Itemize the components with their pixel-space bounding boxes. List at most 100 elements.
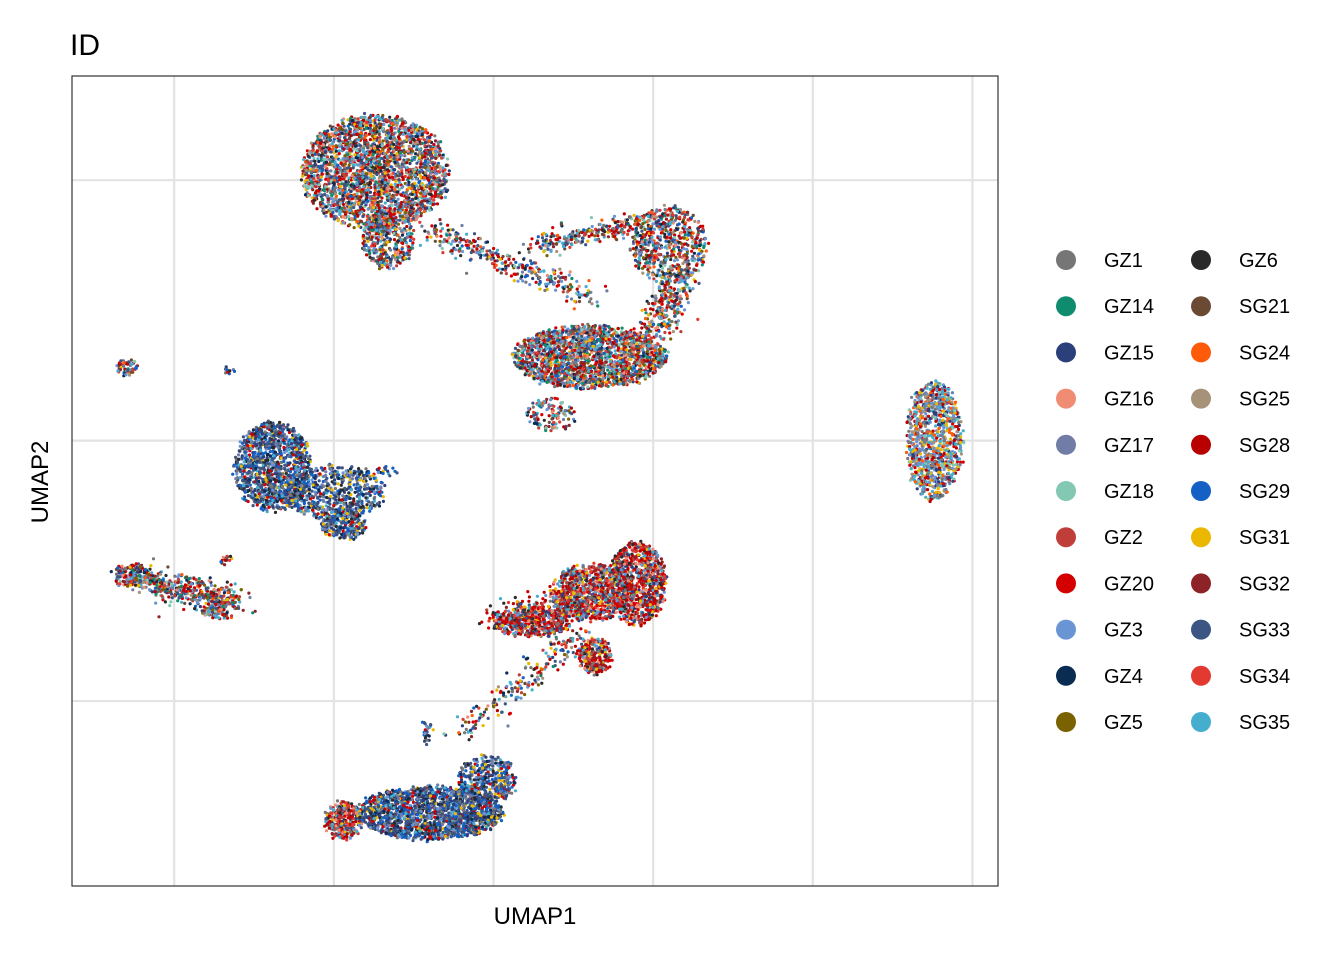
data-point xyxy=(359,220,363,224)
data-point xyxy=(707,241,711,245)
data-point xyxy=(435,172,439,176)
data-point xyxy=(667,282,671,286)
data-point xyxy=(651,231,656,235)
data-point xyxy=(372,205,376,210)
data-point xyxy=(403,256,407,260)
data-point xyxy=(556,283,561,287)
data-point xyxy=(651,323,655,327)
data-point xyxy=(475,250,479,255)
data-point xyxy=(449,242,453,246)
data-point xyxy=(692,251,697,255)
data-point xyxy=(508,254,512,258)
data-point xyxy=(396,202,400,206)
data-point xyxy=(663,214,667,218)
data-point xyxy=(303,193,308,197)
data-point xyxy=(365,193,369,197)
data-point xyxy=(378,248,382,252)
data-point xyxy=(329,214,333,218)
data-point xyxy=(355,149,359,153)
data-point xyxy=(394,227,398,231)
data-point xyxy=(347,215,351,219)
data-point xyxy=(499,271,503,275)
data-point xyxy=(397,129,401,133)
data-point xyxy=(368,251,372,255)
data-point xyxy=(374,180,378,184)
data-point xyxy=(325,174,329,178)
data-point xyxy=(394,164,398,168)
data-point xyxy=(334,129,338,133)
data-point xyxy=(353,153,357,157)
data-point xyxy=(568,283,573,287)
data-point xyxy=(668,271,672,275)
data-point xyxy=(341,202,345,206)
data-point xyxy=(392,142,396,147)
data-point xyxy=(323,150,328,154)
data-point xyxy=(440,183,445,187)
data-point xyxy=(438,244,442,248)
data-point xyxy=(683,280,687,284)
data-point xyxy=(662,203,667,207)
data-point xyxy=(596,238,600,242)
data-point xyxy=(393,250,397,254)
data-point xyxy=(322,136,326,140)
data-point xyxy=(390,152,394,157)
data-point xyxy=(455,237,459,241)
data-point xyxy=(485,249,489,253)
data-point xyxy=(652,277,656,281)
data-point xyxy=(373,242,377,246)
data-point xyxy=(328,138,332,142)
data-point xyxy=(669,236,673,240)
data-point xyxy=(413,130,417,135)
data-point xyxy=(697,281,701,285)
data-point xyxy=(612,230,616,234)
data-point xyxy=(349,194,353,198)
data-point xyxy=(304,168,308,172)
data-point xyxy=(439,149,443,153)
data-point xyxy=(589,216,594,220)
data-point xyxy=(439,234,443,238)
data-point xyxy=(389,165,393,169)
data-point xyxy=(365,253,369,257)
data-point xyxy=(538,382,542,386)
data-point xyxy=(446,228,450,232)
data-point xyxy=(590,302,594,306)
data-point xyxy=(691,213,695,217)
data-point xyxy=(596,234,600,238)
data-point xyxy=(338,178,342,182)
data-point xyxy=(337,139,341,143)
data-point xyxy=(390,209,394,213)
data-point xyxy=(436,144,440,148)
data-point xyxy=(682,308,687,312)
data-point xyxy=(350,173,354,178)
data-point xyxy=(413,173,417,177)
data-point xyxy=(360,136,364,140)
data-point xyxy=(338,135,342,139)
data-point xyxy=(366,207,370,211)
data-point xyxy=(412,228,416,233)
data-point xyxy=(686,218,690,222)
data-point xyxy=(312,198,316,202)
data-point xyxy=(400,215,404,219)
data-point xyxy=(663,245,667,249)
data-point xyxy=(514,272,518,276)
data-point xyxy=(365,167,369,171)
data-point xyxy=(669,266,674,270)
data-point xyxy=(340,197,344,201)
data-point xyxy=(315,194,319,198)
data-point xyxy=(413,167,417,171)
data-point xyxy=(341,163,345,167)
data-point xyxy=(438,167,442,171)
data-point xyxy=(680,212,684,216)
data-point xyxy=(357,224,361,228)
data-point xyxy=(369,237,374,241)
data-point xyxy=(641,266,645,270)
data-point xyxy=(306,154,310,158)
data-point xyxy=(352,226,356,230)
data-point xyxy=(390,175,395,179)
data-point xyxy=(674,320,678,324)
data-point xyxy=(372,124,376,128)
data-point xyxy=(346,152,350,156)
data-point xyxy=(396,183,400,187)
data-point xyxy=(443,195,447,199)
